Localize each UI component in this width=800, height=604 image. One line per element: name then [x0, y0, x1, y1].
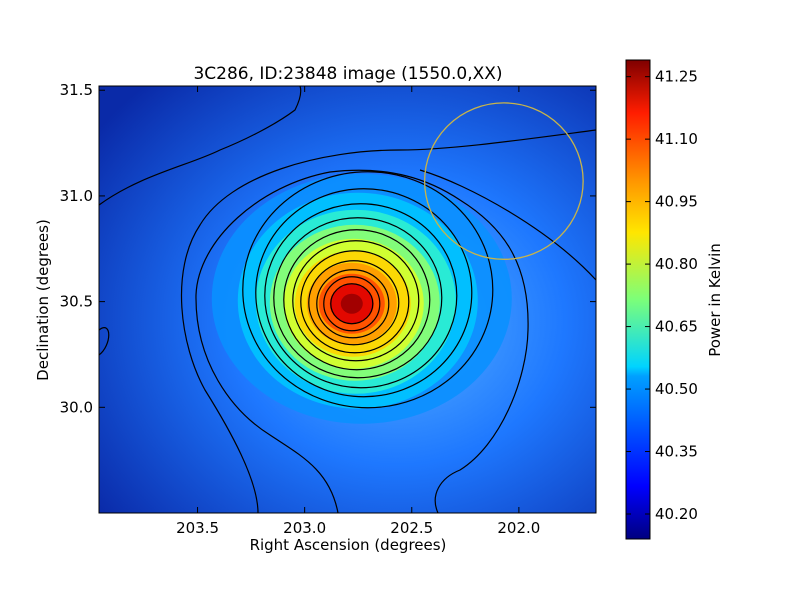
colorbar-tick-label-6: 41.10: [655, 130, 698, 148]
colorbar-ticks: 40.20 40.35 40.50 40.65 40.80 40.95 41.10 41.25: [626, 68, 698, 523]
y-tick-label-0: 30.0: [60, 398, 93, 416]
y-tick-label-1: 30.5: [60, 293, 93, 311]
colorbar-tick-label-2: 40.50: [655, 380, 698, 398]
y-axis-label: Declination (degrees): [34, 219, 52, 381]
chart-title: 3C286, ID:23848 image (1550.0,XX): [193, 64, 502, 84]
heatmap-bands: [211, 173, 512, 424]
y-tick-label-3: 31.5: [60, 81, 93, 99]
contour-lines: [99, 86, 596, 513]
contour-ring-6: [300, 250, 410, 354]
contour-line-outer-4: [195, 169, 529, 513]
beam-circle-outline: [423, 102, 584, 260]
colorbar-tick-label-0: 40.20: [655, 505, 698, 523]
contour-ring-9: [323, 276, 381, 332]
colorbar-tick-label-5: 40.95: [655, 193, 698, 211]
plot-area: [99, 86, 596, 513]
y-tick-label-2: 31.0: [60, 187, 93, 205]
contour-ring-5: [292, 240, 420, 362]
contour-ring-7: [308, 260, 400, 346]
x-axis-label: Right Ascension (degrees): [250, 536, 447, 554]
contour-ring-1: [255, 188, 473, 398]
x-tick-label-2: 202.5: [390, 519, 433, 537]
colorbar-tick-label-1: 40.35: [655, 443, 698, 461]
contour-ring-2: [264, 203, 458, 389]
colorbar: 40.20 40.35 40.50 40.65 40.80 40.95 41.10 41.25…: [625, 59, 724, 540]
contour-line-outer-5: [419, 169, 596, 281]
contour-ring-10: [330, 283, 374, 325]
x-tick-label-3: 202.0: [497, 519, 540, 537]
colorbar-tick-label-3: 40.65: [655, 318, 698, 336]
contour-line-outer-3: [180, 129, 596, 513]
plot-frame: [98, 85, 597, 514]
beam-circle: [423, 102, 584, 260]
colorbar-tick-label-7: 41.25: [655, 68, 698, 86]
contour-line-outer-1: [99, 86, 302, 206]
contour-ring-8: [316, 269, 390, 339]
colorbar-label: Power in Kelvin: [706, 243, 724, 357]
heat-band-9: [340, 293, 363, 314]
contour-ring-3: [273, 217, 443, 379]
x-tick-label-1: 203.0: [283, 519, 326, 537]
contour-ring-4: [283, 229, 431, 371]
x-axis: 203.5 203.0 202.5 202.0: [176, 86, 540, 537]
contour-line-outer-2: [99, 327, 110, 356]
colorbar-gradient: [625, 59, 651, 540]
contour-ring-0: [242, 171, 494, 409]
colorbar-tick-label-4: 40.80: [655, 255, 698, 273]
y-axis: 30.0 30.5 31.0 31.5: [60, 81, 596, 416]
x-tick-label-0: 203.5: [176, 519, 219, 537]
